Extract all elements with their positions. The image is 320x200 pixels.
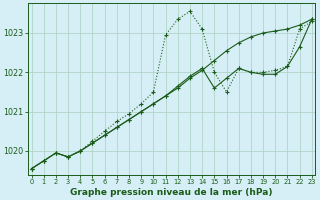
X-axis label: Graphe pression niveau de la mer (hPa): Graphe pression niveau de la mer (hPa) <box>70 188 273 197</box>
